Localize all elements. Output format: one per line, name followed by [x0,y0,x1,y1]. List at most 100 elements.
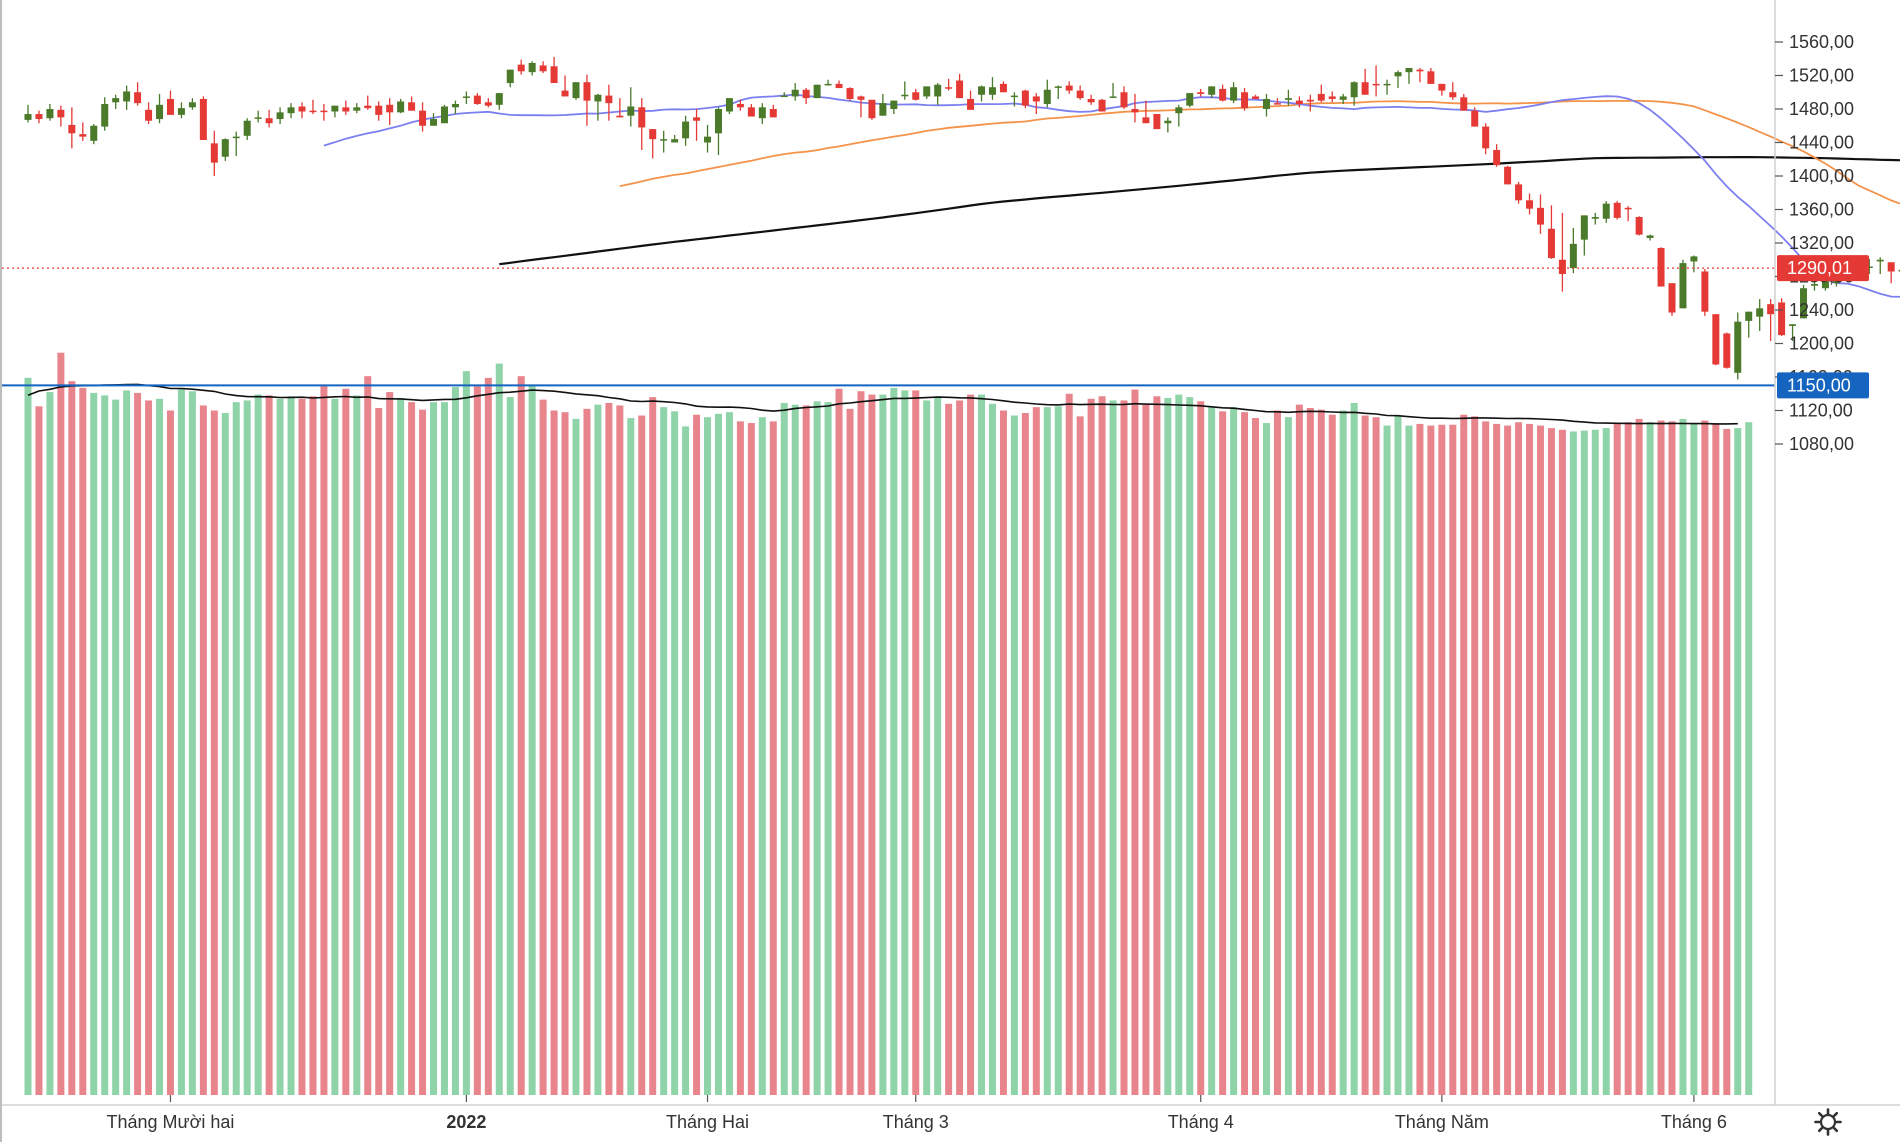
price-axis[interactable]: 1560,00 1520,00 1480,00 1440,00 1400,00 1360,… [1774,0,1869,1105]
candle-body [1865,266,1873,268]
candle [90,124,98,145]
candle [736,99,744,111]
volume-bar [704,417,712,1095]
volume-bar [265,395,273,1095]
candle-body [988,87,996,95]
candle-body [1010,95,1018,98]
volume-bar [1482,421,1490,1095]
candle [1679,259,1687,309]
volume-bar [1054,406,1062,1095]
volume-bar [638,415,646,1095]
volume-bar [298,398,306,1095]
candle [1372,65,1380,97]
volume-bar [24,377,32,1095]
volume-bar [1427,425,1435,1095]
volume-bar [912,390,920,1095]
candle-body [857,96,865,100]
candle [945,78,953,91]
volume-bar [57,352,65,1095]
candle-body [1668,283,1676,313]
candle-body [1591,217,1599,219]
candle [1504,165,1512,185]
candle [1252,94,1260,99]
candle-body [1208,86,1216,95]
candle [802,88,810,104]
volume-bar [473,386,481,1095]
candle [177,102,185,119]
candle-body [649,129,657,140]
candle [1558,212,1566,292]
volume-bar [1241,412,1249,1095]
candle [1328,91,1336,103]
candle-body [1076,90,1084,99]
candle-body [528,62,536,73]
candle [1734,312,1742,380]
volume-bar [1449,424,1457,1095]
candle [35,110,43,124]
candle-body [912,92,920,100]
candle [1153,114,1161,130]
volume-bar [276,398,284,1095]
volume-bar [539,399,547,1095]
candle [484,98,492,108]
candle [134,82,142,106]
candle-body [1449,92,1457,98]
volume-bar [506,397,514,1096]
volume-bar [1043,407,1051,1095]
volume-bar [857,391,865,1095]
candle-body [704,136,712,143]
volume-bar [1613,423,1621,1095]
candle [1547,205,1555,259]
volume-bar [1438,424,1446,1095]
volume-bar [408,402,416,1095]
settings-button[interactable] [1810,1104,1846,1140]
volume-bar [156,398,164,1095]
candle-body [1438,83,1446,91]
candle [780,92,788,98]
candle-body [561,90,569,97]
candle-body [1646,235,1654,238]
price-tick-label: 1200,00 [1789,334,1854,354]
candle [1306,94,1314,112]
candle-body [725,98,733,112]
volume-bar [901,390,909,1095]
candle-body [79,134,87,137]
candle [1032,93,1040,115]
candle-body [1493,150,1501,166]
volume-bar [309,396,317,1095]
candle [988,77,996,100]
candle [1164,117,1172,133]
candle [123,85,131,110]
candle-body [539,65,547,72]
candle-body [1186,93,1194,106]
volume-bar [364,376,372,1096]
candle [1756,299,1764,331]
volume-bar [1526,423,1534,1095]
volume-bar [627,418,635,1096]
candle [276,107,284,125]
volume-bar [923,400,931,1095]
volume-bar [462,371,470,1095]
candle-body [1767,304,1775,315]
candle-body [572,82,580,99]
candle-body [1230,87,1238,101]
candle-body [1252,96,1260,99]
candle-body [90,125,98,141]
volume-bar [956,400,964,1095]
candle-body [199,98,207,140]
candle-body [386,104,394,113]
volume-bar [682,426,690,1096]
volume-bar [780,402,788,1095]
candle-body [1295,100,1303,104]
candle [210,130,218,176]
time-axis[interactable]: Tháng Mười hai 2022 Tháng Hai Tháng 3 Tháng … [2,1095,1900,1132]
candle [835,80,843,89]
candle-body [1416,69,1424,72]
candle-body [24,114,32,120]
candle-body [232,136,240,139]
candle-body [1800,288,1808,319]
price-tag: 1150,00 [1777,372,1869,399]
time-tick-label: Tháng 6 [1661,1112,1727,1132]
candle-body [1032,96,1040,102]
